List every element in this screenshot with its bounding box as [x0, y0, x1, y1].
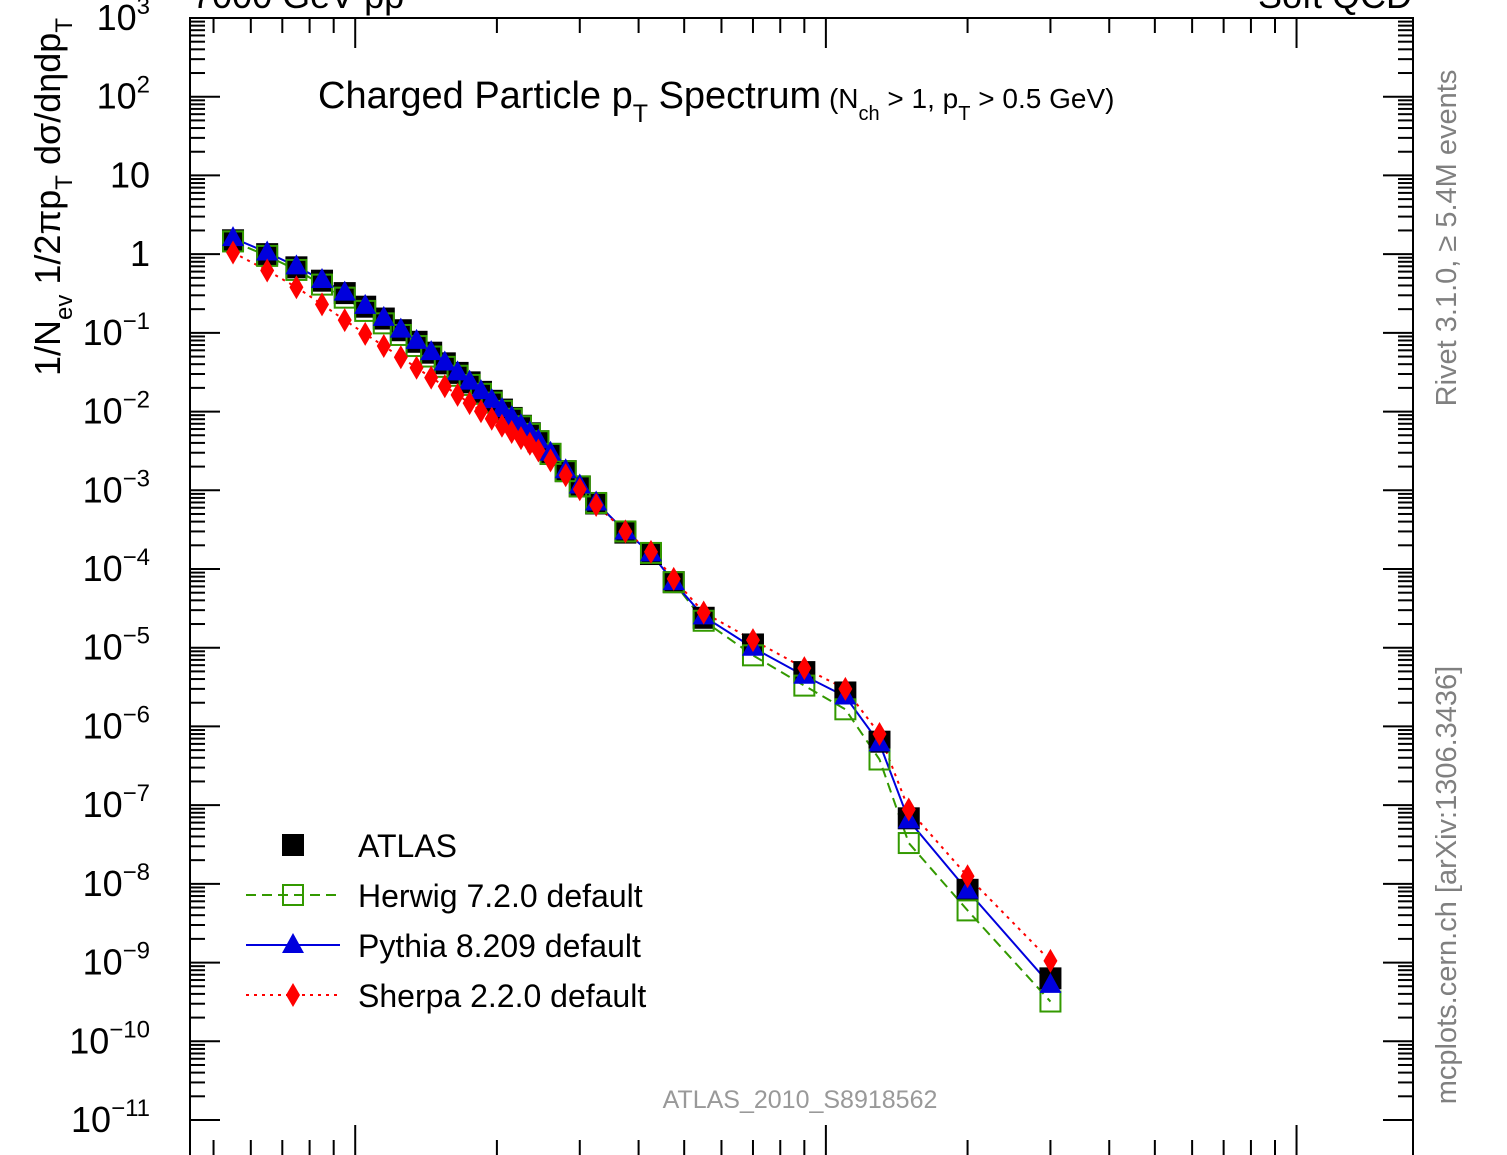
data-point-pythia	[490, 396, 513, 417]
data-point-pythia	[256, 240, 279, 261]
y-tick-label: 10−6	[83, 701, 150, 746]
analysis-id-label: ATLAS_2010_S8918562	[663, 1086, 938, 1114]
data-point-sherpa	[473, 399, 488, 424]
data-point-sherpa	[543, 448, 558, 473]
data-point-pythia	[310, 267, 333, 288]
series-line-pythia	[232, 237, 1052, 986]
data-point-sherpa	[589, 493, 604, 518]
data-point-sherpa	[314, 292, 329, 317]
data-point-sherpa	[226, 240, 241, 265]
data-point-sherpa	[484, 406, 499, 431]
data-point-sherpa	[358, 321, 373, 346]
data-point-pythia	[1039, 972, 1062, 993]
legend-marker	[282, 834, 304, 856]
legend-marker	[282, 933, 304, 953]
data-point-sherpa	[393, 345, 408, 370]
data-point-sherpa	[260, 258, 275, 283]
data-point-pythia	[446, 360, 469, 381]
data-point-pythia	[433, 350, 456, 371]
y-tick-label: 10−9	[83, 938, 150, 983]
data-point-pythia	[956, 878, 979, 899]
data-point-sherpa	[797, 656, 812, 681]
data-point-pythia	[500, 405, 523, 426]
data-point-sherpa	[901, 797, 916, 822]
data-point-sherpa	[745, 628, 760, 653]
data-point-pythia	[389, 317, 412, 338]
data-point-sherpa	[450, 382, 465, 407]
data-point-herwig	[897, 832, 920, 855]
y-tick-label: 10−2	[83, 387, 150, 432]
data-point-sherpa	[643, 539, 658, 564]
legend-label: ATLAS	[358, 828, 457, 864]
data-point-pythia	[285, 254, 308, 275]
mcplots-label: mcplots.cern.ch [arXiv:1306.3436]	[1431, 666, 1463, 1104]
data-point-sherpa	[558, 463, 573, 488]
y-tick-label: 103	[97, 0, 150, 38]
data-point-pythia	[333, 280, 356, 301]
data-point-sherpa	[462, 391, 477, 416]
data-point-sherpa	[437, 374, 452, 399]
header-left-label: 7000 GeV pp	[192, 0, 404, 16]
y-tick-label: 10−10	[69, 1016, 150, 1061]
data-point-sherpa	[337, 308, 352, 333]
data-point-sherpa	[376, 334, 391, 359]
y-tick-label: 10−11	[71, 1095, 150, 1140]
data-point-sherpa	[696, 600, 711, 625]
y-tick-label: 102	[97, 72, 150, 117]
chart-title: Charged Particle pT Spectrum (Nch > 1, p…	[318, 75, 1114, 128]
data-point-pythia	[405, 328, 428, 349]
data-point-sherpa	[289, 275, 304, 300]
y-tick-label: 10	[110, 154, 150, 195]
y-axis-label: 1/Nev 1/2πpT dσ/dηdpT	[27, 18, 78, 376]
header-right-label: Soft QCD	[1258, 0, 1412, 16]
series-points	[222, 226, 1062, 1013]
data-point-sherpa	[504, 420, 519, 445]
data-point-sherpa	[409, 355, 424, 380]
y-tick-label: 10−4	[83, 544, 150, 589]
data-point-sherpa	[666, 566, 681, 591]
y-tick-label: 10−1	[83, 308, 150, 353]
data-point-sherpa	[838, 676, 853, 701]
legend-label: Sherpa 2.2.0 default	[358, 978, 646, 1014]
rivet-label: Rivet 3.1.0, ≥ 5.4M events	[1431, 70, 1463, 407]
data-point-sherpa	[572, 477, 587, 502]
data-point-sherpa	[424, 365, 439, 390]
data-point-sherpa	[618, 519, 633, 544]
y-tick-label: 10−8	[83, 859, 150, 904]
series-line-sherpa	[232, 251, 1052, 962]
data-point-pythia	[469, 379, 492, 400]
data-point-sherpa	[531, 438, 546, 463]
plot-frame	[189, 17, 1414, 1155]
data-point-pythia	[372, 305, 395, 326]
axes: 10310210110−110−210−310−410−510−610−710−…	[27, 0, 1414, 1155]
y-tick-label: 10−7	[83, 780, 150, 825]
data-point-pythia	[222, 226, 245, 247]
y-tick-label: 1	[130, 233, 150, 274]
data-point-herwig	[956, 899, 979, 922]
data-point-sherpa	[1043, 948, 1058, 973]
y-tick-label: 10−5	[83, 623, 150, 668]
legend-label: Herwig 7.2.0 default	[358, 878, 643, 914]
data-point-pythia	[420, 340, 443, 361]
data-point-sherpa	[960, 864, 975, 889]
legend-marker	[282, 884, 304, 906]
data-point-pythia	[354, 293, 377, 314]
y-tick-label: 10−3	[83, 465, 150, 510]
data-point-pythia	[480, 388, 503, 409]
data-point-sherpa	[872, 722, 887, 747]
legend: ATLAS Herwig 7.2.0 default Pythia 8.209 de…	[246, 828, 646, 1014]
legend-label: Pythia 8.209 default	[358, 928, 641, 964]
legend-marker	[286, 983, 300, 1007]
data-point-pythia	[458, 369, 481, 390]
